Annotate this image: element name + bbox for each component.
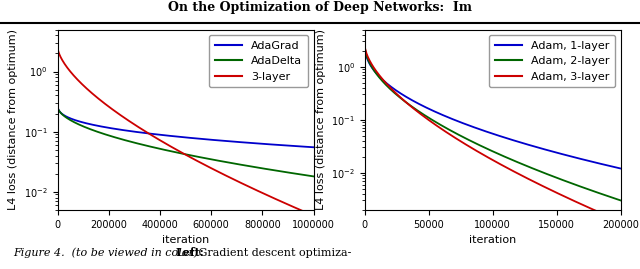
- Y-axis label: L4 loss (distance from optimum): L4 loss (distance from optimum): [8, 29, 19, 210]
- Text: Figure 4.  (to be viewed in color): Figure 4. (to be viewed in color): [13, 248, 205, 258]
- Text: Gradient descent optimiza-: Gradient descent optimiza-: [195, 248, 351, 258]
- Text: On the Optimization of Deep Networks:  Im: On the Optimization of Deep Networks: Im: [168, 1, 472, 14]
- X-axis label: iteration: iteration: [162, 235, 209, 245]
- Y-axis label: L4 loss (distance from optimum): L4 loss (distance from optimum): [316, 29, 326, 210]
- X-axis label: iteration: iteration: [469, 235, 516, 245]
- Text: Left:: Left:: [176, 247, 205, 258]
- Legend: AdaGrad, AdaDelta, 3-layer: AdaGrad, AdaDelta, 3-layer: [209, 35, 308, 87]
- Legend: Adam, 1-layer, Adam, 2-layer, Adam, 3-layer: Adam, 1-layer, Adam, 2-layer, Adam, 3-la…: [489, 35, 615, 87]
